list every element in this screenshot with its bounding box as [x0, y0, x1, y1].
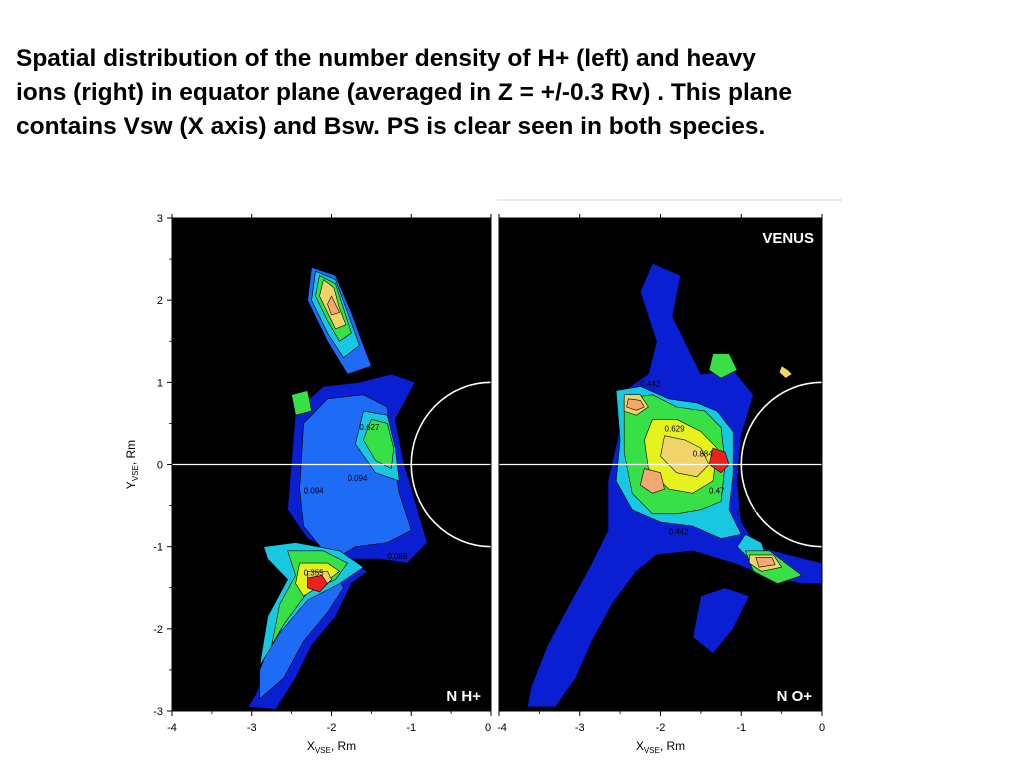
- contour-label-right-0: 0.442: [640, 379, 661, 388]
- planet-boundary-left: [410, 381, 491, 548]
- x-tick-label-left-1: -3: [247, 722, 257, 734]
- contour-label-right-3: 0.442: [737, 508, 758, 517]
- y-tick-label-6: -3: [153, 706, 163, 718]
- corner-label-right: VENUS: [762, 230, 814, 247]
- density-region-left-9: [291, 390, 312, 416]
- x-axis-label-right: XVSE, Rm: [636, 739, 685, 755]
- y-tick-label-3: 0: [157, 460, 163, 472]
- density-field-right: 0.442 0.629 0.884 0.442 0.442 0.47: [499, 262, 822, 708]
- density-region-left-6: [327, 295, 340, 316]
- density-field-left: 0.094 0.094 0.627 0.355 0.088: [172, 267, 491, 710]
- planet-boundary-right: [740, 381, 822, 548]
- density-region-right-1: [692, 587, 750, 654]
- x-tick-label-left-3: -1: [406, 722, 416, 734]
- x-tick-label-right-2: -2: [656, 722, 666, 734]
- panel-label-right: N O+: [777, 688, 813, 705]
- density-region-right-15: [778, 365, 793, 379]
- x-tick-label-right-3: -1: [736, 722, 746, 734]
- slide-title: Spatial distribution of the number densi…: [16, 45, 792, 140]
- y-tick-label-2: 1: [157, 377, 163, 389]
- contour-label-left-3: 0.355: [304, 568, 325, 577]
- y-tick-label-4: -1: [153, 542, 163, 554]
- density-region-right-6: [640, 468, 665, 494]
- contour-label-left-4: 0.088: [387, 552, 408, 561]
- density-region-right-10: [708, 353, 738, 379]
- x-tick-label-left-2: -2: [327, 722, 337, 734]
- contour-label-left-2: 0.627: [359, 423, 380, 432]
- x-tick-label-right-4: 0: [819, 722, 825, 734]
- contour-label-right-2: 0.884: [693, 449, 714, 458]
- contour-label-right-1: 0.629: [665, 425, 686, 434]
- x-tick-label-left-4: 0: [485, 722, 491, 734]
- y-tick-label-5: -2: [153, 624, 163, 636]
- x-tick-label-right-0: -4: [497, 722, 507, 734]
- density-region-right-14: [755, 557, 776, 568]
- density-region-right-5: [660, 435, 710, 478]
- panel-o-plus: 0.442 0.629 0.884 0.442 0.442 0.47 N O+ VENUS -4…: [497, 214, 825, 755]
- density-region-left-8: [363, 419, 394, 469]
- contour-label-right-4: 0.442: [669, 527, 690, 536]
- x-axis-label-left: XVSE, Rm: [307, 739, 356, 755]
- y-tick-label-1: 2: [157, 295, 163, 307]
- density-region-left-14: [307, 575, 328, 593]
- panel-label-left: N H+: [446, 688, 481, 705]
- density-region-right-9: [626, 398, 645, 411]
- contour-label-left-0: 0.094: [347, 474, 368, 483]
- density-region-right-7: [708, 447, 730, 473]
- x-tick-label-left-0: -4: [167, 722, 177, 734]
- y-tick-label-0: 3: [157, 213, 163, 225]
- plot-frame-right: [498, 217, 823, 712]
- y-axis-label: YVSE, Rm: [124, 440, 140, 489]
- panel-h-plus: 0.094 0.094 0.627 0.355 0.088 N H+ -4 -3 -2 -1 0 XV…: [124, 213, 492, 755]
- plot-frame-left: [171, 217, 492, 712]
- x-tick-label-right-1: -3: [575, 722, 585, 734]
- contour-label-left-1: 0.094: [304, 486, 325, 495]
- contour-label-right-5: 0.47: [709, 486, 725, 495]
